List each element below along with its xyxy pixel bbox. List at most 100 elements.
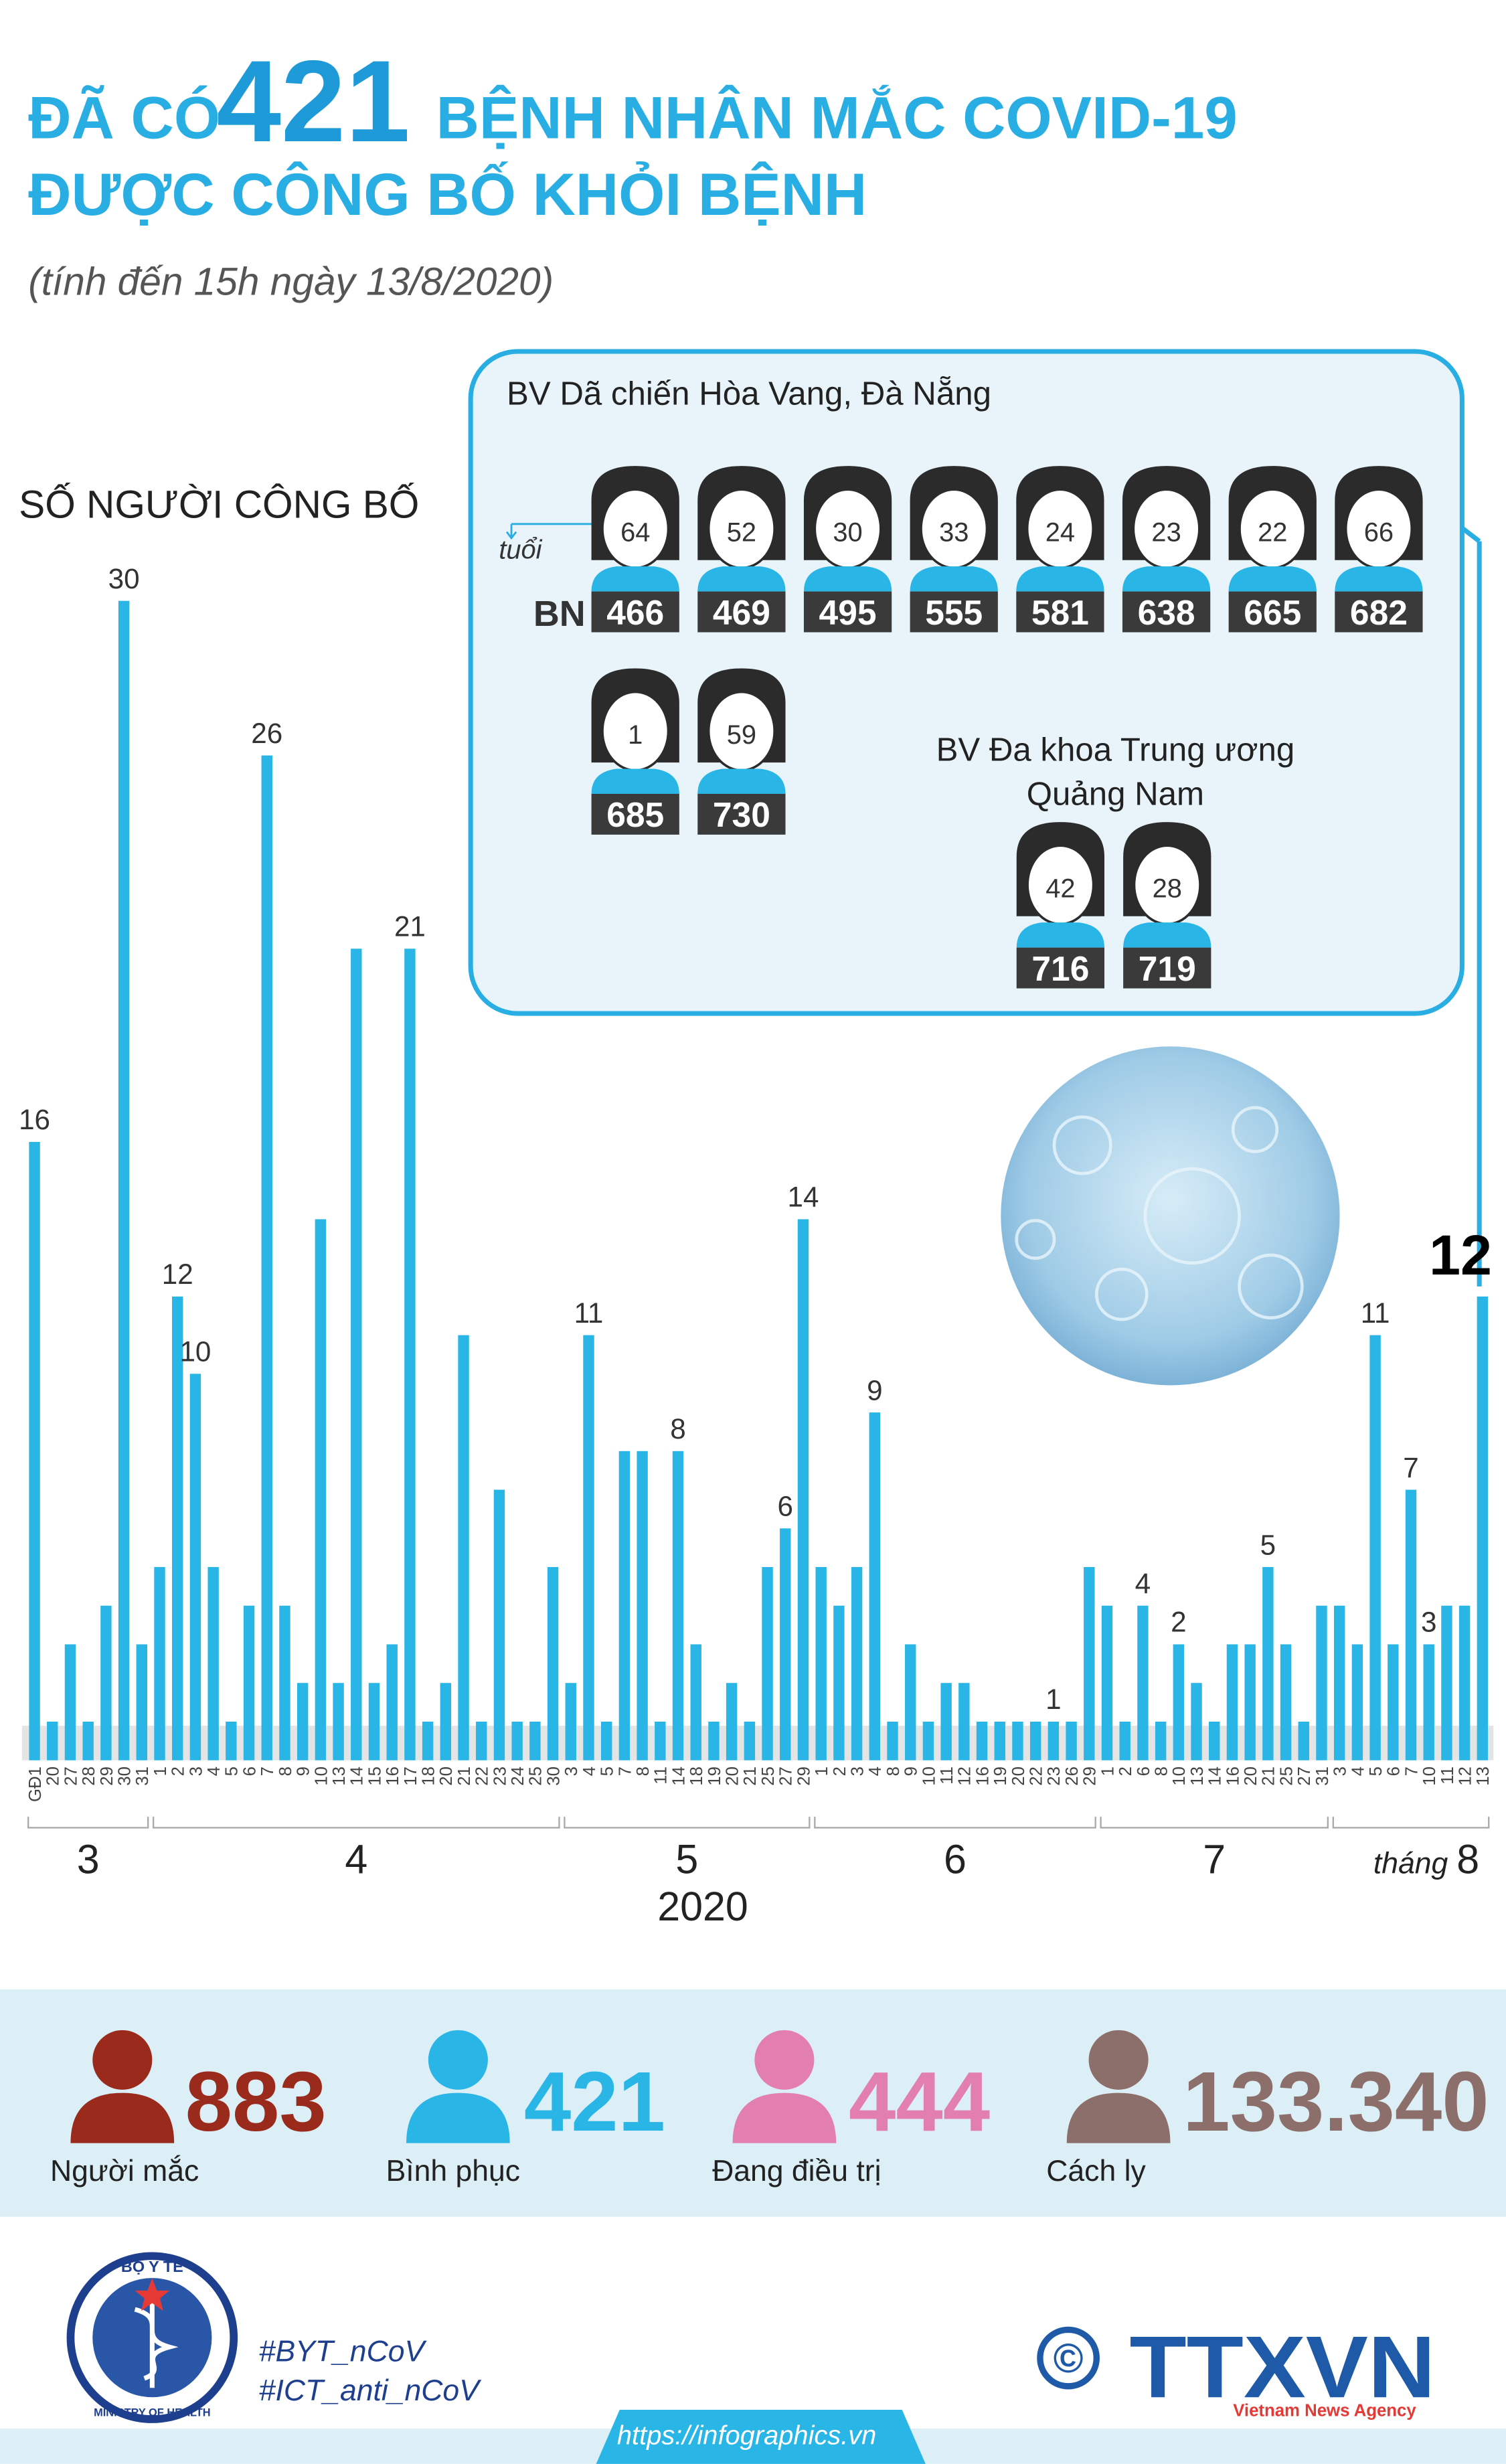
x-tick-label: 4 xyxy=(205,1767,224,1776)
bar xyxy=(404,949,416,1760)
data-label: 26 xyxy=(251,718,282,749)
patient-age: 23 xyxy=(1151,518,1181,548)
x-tick-label: 25 xyxy=(527,1767,546,1786)
x-tick-label: 1 xyxy=(813,1767,831,1776)
stat-label: Bình phục xyxy=(386,2155,520,2188)
x-tick-label: 21 xyxy=(1260,1767,1278,1786)
patient-id: 638 xyxy=(1138,593,1195,632)
patient-icon: 52 469 xyxy=(697,466,786,633)
patient-icon: 30 495 xyxy=(803,466,892,633)
patient-age: 59 xyxy=(727,720,756,750)
id-box xyxy=(1016,591,1104,633)
stat-value: 133.340 xyxy=(1183,2054,1489,2149)
patient-id: 555 xyxy=(925,593,983,632)
month-bracket xyxy=(27,1817,149,1829)
id-box xyxy=(591,591,679,633)
x-tick-label: 12 xyxy=(956,1767,975,1786)
ministry-logo-star xyxy=(135,2278,170,2311)
month-label: 8 xyxy=(1456,1836,1479,1882)
age-pointer xyxy=(505,523,604,540)
month-label: 3 xyxy=(77,1836,100,1882)
data-label: 9 xyxy=(867,1374,882,1406)
bar xyxy=(1388,1644,1399,1760)
x-tick-label: 5 xyxy=(223,1767,242,1776)
x-tick-label: 8 xyxy=(276,1767,295,1776)
bar xyxy=(1173,1644,1185,1760)
x-tick-label: 5 xyxy=(598,1767,617,1776)
bar xyxy=(547,1567,559,1760)
patient-icon: 64 466 xyxy=(591,466,679,633)
url: https://infographics.vn xyxy=(617,2421,876,2451)
bar xyxy=(172,1296,183,1760)
x-tick-label: 3 xyxy=(1331,1767,1350,1776)
bar xyxy=(315,1219,327,1760)
patient-icon: 59 730 xyxy=(697,668,786,835)
bar xyxy=(1209,1721,1220,1760)
age-label: tuổi xyxy=(499,535,542,564)
x-tick-label: 30 xyxy=(544,1767,563,1786)
month-label: 5 xyxy=(675,1836,698,1882)
x-tick-label: 29 xyxy=(794,1767,813,1786)
data-label: 6 xyxy=(778,1491,793,1522)
data-label: 10 xyxy=(179,1336,211,1368)
year-label: 2020 xyxy=(657,1884,748,1929)
bar xyxy=(1458,1605,1471,1760)
x-tick-label: 6 xyxy=(1135,1767,1153,1776)
bar xyxy=(1012,1721,1023,1760)
x-tick-label: 19 xyxy=(991,1767,1010,1786)
bar xyxy=(1298,1721,1309,1760)
bar xyxy=(1316,1605,1327,1760)
bar xyxy=(493,1489,505,1760)
x-tick-label: 7 xyxy=(258,1767,277,1776)
bar xyxy=(458,1335,469,1760)
month-bracket xyxy=(152,1817,560,1829)
data-label: 1 xyxy=(1045,1683,1061,1715)
bar xyxy=(672,1451,684,1760)
x-tick-label: 10 xyxy=(1420,1767,1439,1786)
data-label: 30 xyxy=(108,563,140,594)
x-tick-label: 16 xyxy=(1224,1767,1242,1786)
patient-icon: 22 665 xyxy=(1228,466,1317,633)
data-label: 12 xyxy=(162,1258,193,1290)
patient-age: 1 xyxy=(628,720,643,750)
bar xyxy=(565,1683,576,1760)
x-tick-label: 3 xyxy=(187,1767,205,1776)
bar xyxy=(833,1605,845,1760)
x-tick-label: 21 xyxy=(741,1767,760,1786)
title-prefix: ĐÃ CÓ xyxy=(28,84,220,151)
x-tick-label: 20 xyxy=(1009,1767,1028,1786)
stat-value: 421 xyxy=(524,2054,665,2149)
patient-age: 66 xyxy=(1364,518,1394,548)
bar xyxy=(440,1683,452,1760)
hashtag: #BYT_nCoV xyxy=(259,2335,428,2368)
x-tick-label: 14 xyxy=(1206,1767,1225,1786)
bar xyxy=(207,1567,219,1760)
bar xyxy=(958,1683,970,1760)
x-tick-label: 29 xyxy=(98,1767,116,1786)
x-tick-label: 26 xyxy=(1063,1767,1082,1786)
bar xyxy=(1244,1644,1256,1760)
shirt xyxy=(1123,922,1211,948)
bar xyxy=(279,1605,290,1760)
stat-icon-body xyxy=(732,2092,837,2143)
id-box xyxy=(803,591,892,633)
month-word: tháng xyxy=(1373,1847,1448,1880)
patient-age: 42 xyxy=(1045,874,1075,904)
bar xyxy=(226,1721,237,1760)
bar xyxy=(869,1412,881,1760)
bar xyxy=(1280,1644,1292,1760)
bar xyxy=(100,1605,112,1760)
bar xyxy=(762,1567,773,1760)
bar xyxy=(744,1721,756,1760)
copyright-ring xyxy=(1037,2326,1100,2390)
patient-age: 28 xyxy=(1153,874,1182,904)
month-label: 6 xyxy=(944,1836,967,1882)
x-tick-label: 16 xyxy=(973,1767,992,1786)
id-box xyxy=(1016,947,1104,989)
bar xyxy=(726,1683,738,1760)
x-tick-label: 14 xyxy=(348,1767,367,1786)
id-box xyxy=(1123,947,1211,989)
bar xyxy=(905,1644,916,1760)
x-tick-label: 25 xyxy=(759,1767,778,1786)
